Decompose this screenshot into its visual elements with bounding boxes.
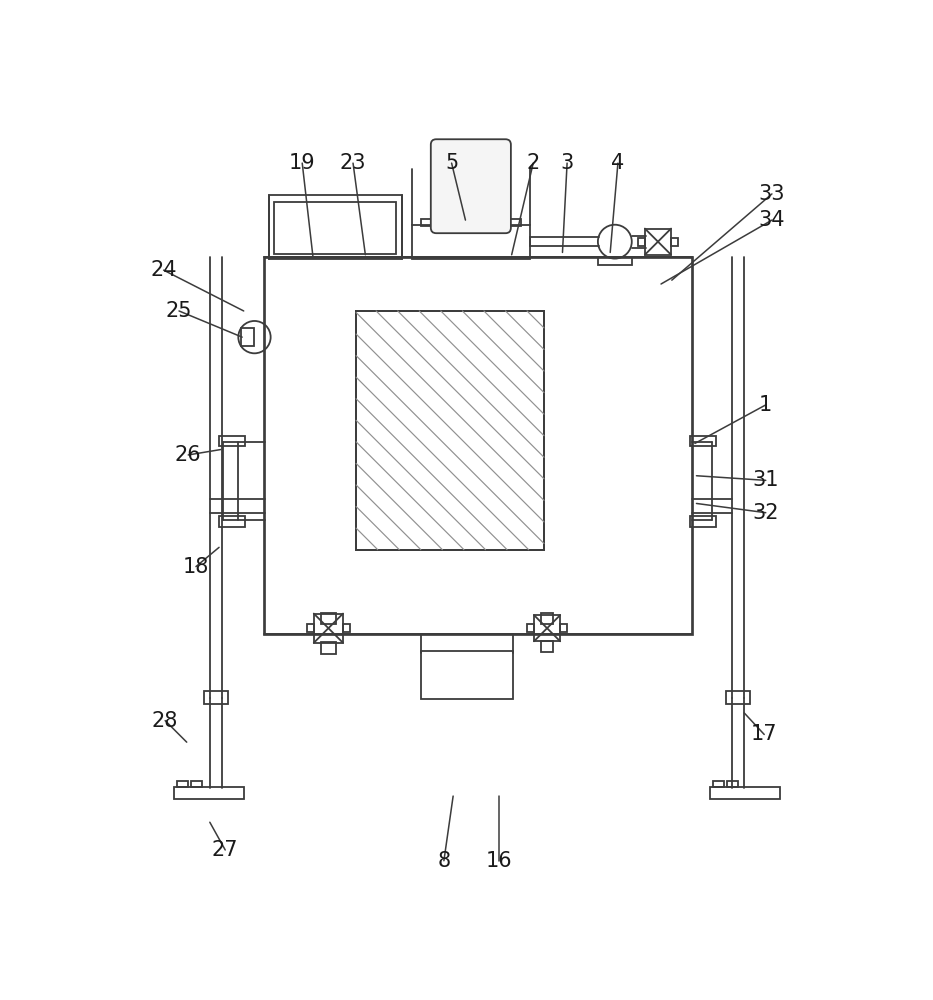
- Bar: [560, 624, 567, 632]
- Bar: [307, 624, 313, 632]
- Text: 28: 28: [152, 711, 178, 731]
- Bar: [321, 642, 336, 654]
- Bar: [726, 691, 750, 704]
- Text: 24: 24: [150, 260, 177, 280]
- Bar: [645, 229, 671, 255]
- Bar: [710, 787, 780, 799]
- Bar: [527, 624, 534, 632]
- Bar: [343, 624, 350, 632]
- Bar: [356, 311, 544, 550]
- Text: 33: 33: [759, 184, 786, 204]
- Bar: [421, 219, 521, 226]
- Text: 3: 3: [561, 153, 574, 173]
- Text: 27: 27: [212, 840, 239, 860]
- Bar: [219, 516, 245, 527]
- Bar: [269, 195, 401, 259]
- Text: 17: 17: [751, 724, 777, 744]
- Bar: [313, 614, 343, 643]
- Text: 26: 26: [175, 445, 202, 465]
- Text: 31: 31: [753, 470, 779, 490]
- Bar: [598, 257, 632, 265]
- Bar: [690, 516, 717, 527]
- Text: 18: 18: [183, 557, 209, 577]
- Bar: [174, 787, 244, 799]
- Bar: [534, 615, 560, 641]
- Bar: [191, 781, 202, 787]
- Bar: [421, 651, 513, 699]
- Bar: [727, 781, 738, 787]
- Text: 8: 8: [438, 851, 451, 871]
- Bar: [541, 613, 553, 624]
- Bar: [241, 328, 255, 346]
- Bar: [264, 257, 692, 634]
- Bar: [690, 436, 717, 446]
- Bar: [638, 238, 645, 246]
- Text: 4: 4: [611, 153, 624, 173]
- Bar: [219, 436, 245, 446]
- Bar: [177, 781, 188, 787]
- Bar: [321, 613, 336, 624]
- Text: 5: 5: [445, 153, 458, 173]
- Bar: [203, 691, 229, 704]
- Bar: [411, 225, 530, 259]
- Text: 25: 25: [166, 301, 192, 321]
- FancyBboxPatch shape: [431, 139, 511, 233]
- Bar: [274, 202, 397, 254]
- Bar: [714, 781, 724, 787]
- Text: 1: 1: [759, 395, 773, 415]
- Text: 16: 16: [486, 851, 512, 871]
- Text: 2: 2: [526, 153, 540, 173]
- Text: 34: 34: [759, 210, 786, 230]
- Text: 32: 32: [753, 503, 779, 523]
- Bar: [671, 238, 678, 246]
- Text: 19: 19: [289, 153, 315, 173]
- Bar: [541, 641, 553, 652]
- Text: 23: 23: [340, 153, 367, 173]
